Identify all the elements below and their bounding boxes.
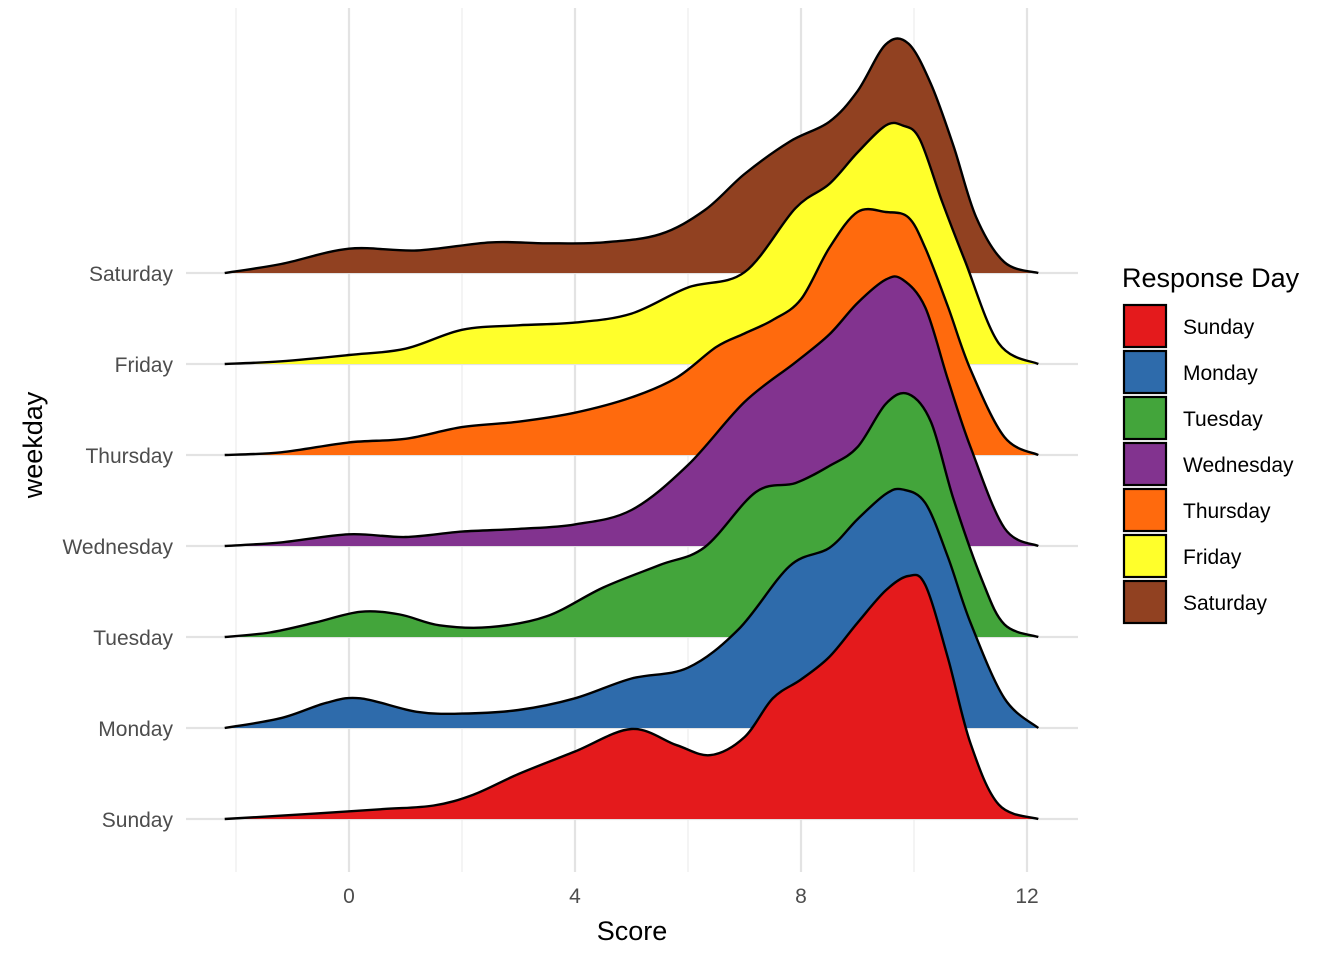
legend-swatch [1122,579,1168,625]
legend-item-monday: Monday [1122,349,1258,395]
legend-title: Response Day [1122,263,1300,293]
legend-items: Sunday Monday Tuesday Wednesday Thursday Frid… [1122,303,1294,625]
x-tick-label: 8 [795,885,807,908]
legend-swatch [1122,441,1168,487]
legend-swatch [1122,487,1168,533]
legend-swatch [1122,303,1168,349]
ridge-layer [224,37,1040,821]
ridge-outline [224,37,1039,275]
legend-swatch [1122,533,1168,579]
legend-label: Thursday [1183,500,1271,523]
legend-item-sunday: Sunday [1122,303,1255,349]
legend-label: Friday [1183,546,1242,569]
x-tick-label: 4 [569,885,581,908]
y-tick-label: Friday [115,354,174,377]
legend: Response Day Sunday Monday Tuesday Wednesda… [1122,263,1300,625]
legend-item-friday: Friday [1122,533,1242,579]
y-tick-label: Wednesday [62,536,173,559]
x-tick-label: 0 [343,885,355,908]
y-tick-label: Sunday [102,809,174,832]
ridge-outline [224,275,1039,548]
ridge-fill [224,574,1039,819]
ridge-outline [224,573,1039,821]
ridge-outline [224,391,1039,639]
x-tick-labels: 0 4 8 12 [343,885,1039,908]
legend-label: Sunday [1183,316,1255,339]
legend-item-saturday: Saturday [1122,579,1268,625]
legend-label: Wednesday [1183,454,1294,477]
ridge-outline [224,207,1039,457]
legend-swatch [1122,349,1168,395]
y-tick-label: Tuesday [93,627,173,650]
y-tick-label: Thursday [85,445,173,468]
legend-item-wednesday: Wednesday [1122,441,1294,487]
legend-item-tuesday: Tuesday [1122,395,1263,441]
legend-label: Tuesday [1183,408,1263,431]
x-tick-label: 12 [1015,885,1038,908]
y-tick-label: Monday [98,718,173,741]
ridge-sunday [224,573,1039,821]
y-tick-label: Saturday [89,263,174,286]
y-tick-labels: Sunday Monday Tuesday Wednesday Thursday Frid… [62,263,173,832]
ridge-outline [224,121,1039,366]
x-axis-title: Score [597,916,668,946]
legend-label: Monday [1183,362,1258,385]
ridge-outline [224,487,1040,730]
legend-item-thursday: Thursday [1122,487,1271,533]
legend-label: Saturday [1183,592,1268,615]
y-axis-title: weekday [18,391,48,499]
legend-swatch [1122,395,1168,441]
